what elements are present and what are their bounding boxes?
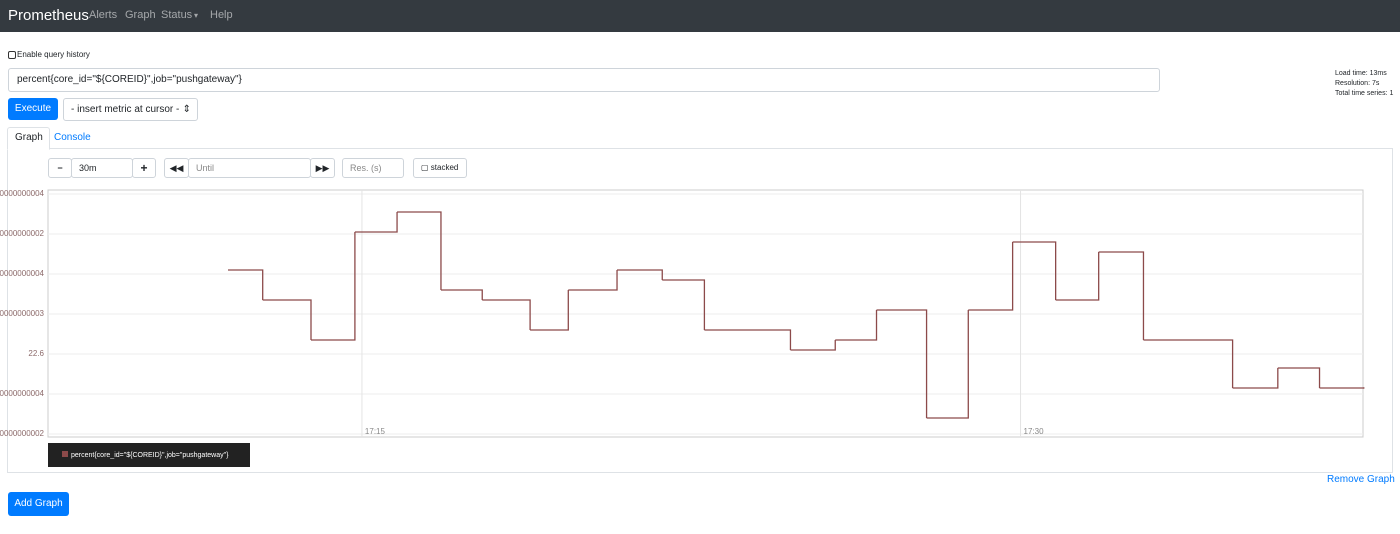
step-segment: [835, 310, 878, 341]
dropdown-caret[interactable]: ▾: [194, 11, 199, 20]
step-segment: [482, 299, 531, 330]
step-segment: [311, 232, 356, 341]
step-segment: [1012, 241, 1057, 300]
stat: Resolution: 7s: [1335, 80, 1380, 87]
step-segment: [262, 299, 312, 340]
nav-link[interactable]: Graph: [125, 9, 156, 21]
legend-label: percent{core_id="${COREID}",job="pushgat…: [71, 452, 229, 459]
step-segment: [662, 279, 706, 330]
remove-graph[interactable]: Remove Graph: [1327, 474, 1395, 485]
nav-link[interactable]: Alerts: [89, 9, 118, 21]
range-minus[interactable]: −: [48, 158, 72, 178]
step-segment: [876, 309, 928, 418]
line-point: [1363, 387, 1365, 389]
y-tick-label: 000000000002: [0, 229, 45, 238]
expression-input[interactable]: percent{core_id="${COREID}",job="pushgat…: [8, 68, 1160, 92]
expression-text: percent{core_id="${COREID}",job="pushgat…: [17, 74, 242, 85]
graph-panel: [7, 148, 1393, 473]
step-segment: [1143, 339, 1234, 388]
step-segment: [440, 289, 483, 300]
stacked-label: stacked: [430, 163, 459, 172]
checkbox-label: Enable query history: [17, 50, 90, 59]
step-segment: [1232, 368, 1279, 389]
stats: Load time: 13ms Resolution: 7s Total tim…: [1335, 69, 1393, 99]
placeholder: Until: [196, 163, 215, 173]
step-segment: [926, 310, 969, 419]
step-segment: [704, 329, 792, 350]
range-input[interactable]: 30m: [71, 158, 133, 178]
x-tick-label: 17:15: [365, 427, 386, 436]
step-segment: [397, 211, 442, 290]
range-plus[interactable]: +: [132, 158, 156, 178]
stat: Load time: 13ms: [1335, 70, 1387, 77]
tab-active[interactable]: Graph: [15, 132, 43, 143]
step-segment: [968, 242, 1014, 311]
step-segment: [354, 212, 398, 233]
legend-box: [48, 443, 250, 467]
brand[interactable]: Prometheus: [8, 7, 89, 24]
step-segment: [568, 270, 618, 291]
nav-link[interactable]: Help: [210, 9, 233, 21]
resolution-input[interactable]: Res. (s): [342, 158, 404, 178]
chart: 000000000004 000000000002 000000000004 0000…: [0, 189, 1365, 467]
y-tick-label: 060000000004: [0, 389, 45, 398]
forward-button[interactable]: ▶▶: [310, 158, 335, 178]
step-segment: [228, 269, 264, 300]
select-arrow: ⇕: [182, 104, 191, 115]
step-segment: [617, 269, 663, 280]
x-tick-label: 17:30: [1024, 427, 1045, 436]
navbar: Prometheus Alerts Graph Status ▾ Help: [0, 0, 1400, 32]
range-text: 30m: [79, 163, 97, 173]
checkbox[interactable]: [8, 51, 16, 59]
tab[interactable]: Console: [54, 132, 91, 143]
step-segment: [1098, 251, 1145, 340]
step-segment: [790, 340, 836, 351]
stacked-toggle[interactable]: ▢ stacked: [413, 158, 467, 178]
end-input[interactable]: Until: [188, 158, 311, 178]
execute-button[interactable]: Execute: [8, 98, 58, 120]
legend-swatch: [62, 451, 68, 457]
y-tick-label: 000000000003: [0, 309, 45, 318]
y-tick-label: 000000000004: [0, 269, 45, 278]
y-tick-label: 22.6: [28, 349, 44, 358]
step-segment: [1277, 367, 1321, 388]
back-button[interactable]: ◀◀: [164, 158, 189, 178]
stat: Total time series: 1: [1335, 90, 1394, 97]
metric-select[interactable]: - insert metric at cursor - ⇕: [63, 98, 198, 121]
y-tick-label: 000000000002: [0, 429, 45, 438]
y-tick-label: 000000000004: [0, 189, 45, 198]
step-segment: [1055, 252, 1100, 301]
placeholder: Res. (s): [350, 163, 382, 173]
series: [228, 211, 1365, 419]
nav-link[interactable]: Status: [161, 9, 193, 21]
step-segment: [530, 290, 569, 331]
add-graph-button[interactable]: Add Graph: [8, 492, 69, 516]
select-text: - insert metric at cursor -: [71, 104, 180, 115]
